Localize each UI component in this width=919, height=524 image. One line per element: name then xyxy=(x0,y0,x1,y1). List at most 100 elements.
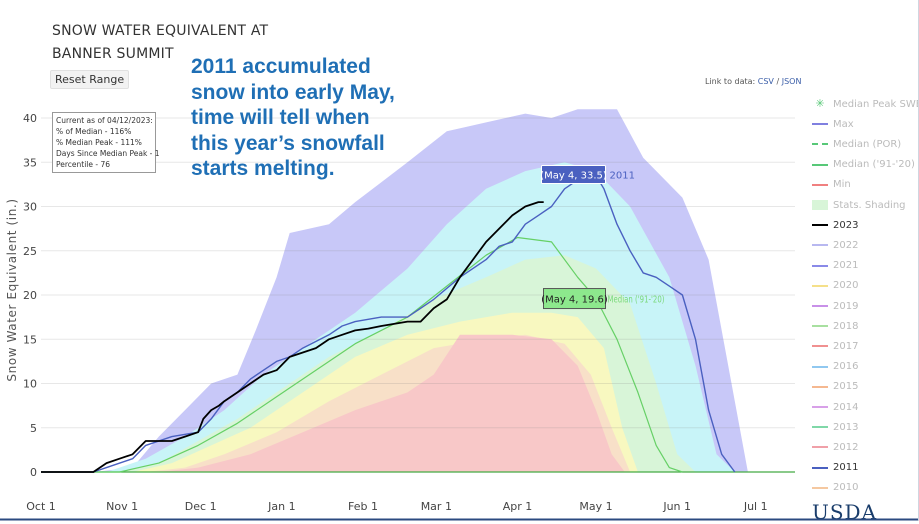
y-tick-label: 15 xyxy=(23,333,37,346)
callout-text: 2011 accumulated snow into early May, ti… xyxy=(191,54,491,182)
annotation-median-series: Median ('91-'20) xyxy=(608,295,665,306)
x-tick-label: Dec 1 xyxy=(185,500,217,513)
stats-line-3: % Median Peak - 111% xyxy=(56,138,142,147)
legend-item-2022[interactable]: 2022 xyxy=(812,237,919,253)
legend-swatch-icon xyxy=(812,180,828,190)
legend-label: 2017 xyxy=(833,340,859,352)
x-tick-label: May 1 xyxy=(579,500,612,513)
legend-label: Median (POR) xyxy=(833,138,902,150)
json-link[interactable]: JSON xyxy=(781,77,802,86)
legend-item-2012[interactable]: 2012 xyxy=(812,439,919,455)
legend-label: Median ('91-'20) xyxy=(833,159,915,171)
x-tick-label: Mar 1 xyxy=(421,500,452,513)
series-2011[interactable] xyxy=(41,174,736,473)
stats-line-1: Current as of 04/12/2023: xyxy=(56,116,153,125)
series-annotations: (May 4, 33.5) 2011 (May 4, 19.6) Median ('9… xyxy=(540,165,665,310)
stats-line-5: Percentile - 76 xyxy=(56,160,111,169)
legend-item-median-por[interactable]: Median (POR) xyxy=(812,136,919,152)
reset-range-button[interactable]: Reset Range xyxy=(50,70,130,89)
legend-label: 2016 xyxy=(833,361,859,373)
legend-swatch-icon xyxy=(812,341,828,351)
legend-label: 2011 xyxy=(833,462,859,474)
legend-item-min[interactable]: Min xyxy=(812,177,919,193)
y-tick-label: 20 xyxy=(23,289,37,302)
legend-item-2014[interactable]: 2014 xyxy=(812,399,919,415)
legend-swatch-icon xyxy=(812,463,828,473)
legend-item-2020[interactable]: 2020 xyxy=(812,278,919,294)
legend-item-2019[interactable]: 2019 xyxy=(812,298,919,314)
chart-legend: ✳ Median Peak SWE Max Median (POR) Median ('… xyxy=(812,96,919,496)
annotation-2011-series: 2011 xyxy=(610,171,635,182)
legend-item-2016[interactable]: 2016 xyxy=(812,359,919,375)
legend-swatch-icon xyxy=(812,119,828,129)
usda-logo: USDA xyxy=(812,500,878,524)
legend-item-stats-shading[interactable]: Stats. Shading xyxy=(812,197,919,213)
legend-label: 2010 xyxy=(833,482,859,494)
stats-bands xyxy=(41,109,748,473)
legend-label: 2023 xyxy=(833,219,859,231)
current-stats-box: Current as of 04/12/2023: % of Median - … xyxy=(52,112,160,173)
csv-link[interactable]: CSV xyxy=(757,77,774,86)
x-tick-label: Oct 1 xyxy=(26,500,56,513)
stats-line-4: Days Since Median Peak - 1 xyxy=(56,149,160,158)
legend-swatch-icon xyxy=(812,160,828,170)
legend-swatch-icon xyxy=(812,483,828,493)
band-10th xyxy=(41,334,625,472)
legend-item-2015[interactable]: 2015 xyxy=(812,379,919,395)
legend-item-median-peak-swe[interactable]: ✳ Median Peak SWE xyxy=(812,96,919,112)
callout-line-5: starts melting. xyxy=(191,157,335,180)
y-axis-label: Snow Water Equivalent (in.) xyxy=(5,198,19,381)
legend-item-median-91-20[interactable]: Median ('91-'20) xyxy=(812,157,919,173)
stats-line-2: % of Median - 116% xyxy=(56,127,132,136)
legend-label: 2022 xyxy=(833,239,859,251)
x-tick-label: Feb 1 xyxy=(348,500,378,513)
legend-swatch-icon xyxy=(812,321,828,331)
y-tick-label: 5 xyxy=(30,422,37,435)
legend-label: Max xyxy=(833,118,854,130)
x-tick-label: Jul 1 xyxy=(743,500,768,513)
legend-label: 2021 xyxy=(833,260,859,272)
legend-label: 2015 xyxy=(833,381,859,393)
y-tick-label: 35 xyxy=(23,156,37,169)
legend-swatch-icon xyxy=(812,240,828,250)
legend-label: 2012 xyxy=(833,441,859,453)
legend-swatch-icon xyxy=(812,220,828,230)
legend-item-2018[interactable]: 2018 xyxy=(812,318,919,334)
annotation-median-value: (May 4, 19.6) xyxy=(541,295,608,306)
legend-label: 2013 xyxy=(833,421,859,433)
legend-item-2021[interactable]: 2021 xyxy=(812,258,919,274)
legend-swatch-icon xyxy=(812,382,828,392)
legend-swatch-icon xyxy=(812,261,828,271)
series-2023[interactable] xyxy=(41,201,544,473)
legend-item-2023[interactable]: 2023 xyxy=(812,217,919,233)
annotation-2011-value: (May 4, 33.5) xyxy=(540,171,607,182)
legend-label: Median Peak SWE xyxy=(833,98,919,110)
y-tick-label: 10 xyxy=(23,378,37,391)
callout-line-3: time will tell when xyxy=(191,106,370,129)
annotation-median: (May 4, 19.6) Median ('91-'20) xyxy=(541,288,665,310)
legend-swatch-icon xyxy=(812,139,828,149)
chart-title: SNOW WATER EQUIVALENT AT BANNER SUMMIT xyxy=(52,20,268,66)
link-prefix: Link to data: xyxy=(705,77,756,86)
legend-item-2017[interactable]: 2017 xyxy=(812,338,919,354)
x-tick-label: Jun 1 xyxy=(662,500,691,513)
legend-item-2010[interactable]: 2010 xyxy=(812,480,919,496)
link-to-data: Link to data: CSV / JSON xyxy=(705,77,801,86)
x-tick-label: Nov 1 xyxy=(106,500,138,513)
y-tick-label: 30 xyxy=(23,201,37,214)
series-median-91-20-[interactable] xyxy=(41,236,683,473)
legend-item-2011[interactable]: 2011 xyxy=(812,460,919,476)
legend-swatch-icon xyxy=(812,402,828,412)
x-tick-label: Jan 1 xyxy=(267,500,295,513)
legend-swatch-icon xyxy=(812,422,828,432)
legend-item-2013[interactable]: 2013 xyxy=(812,419,919,435)
y-tick-label: 0 xyxy=(30,466,37,479)
series-lines xyxy=(41,174,736,473)
legend-item-max[interactable]: Max xyxy=(812,116,919,132)
x-axis: Oct 1 Nov 1 Dec 1 Jan 1 Feb 1 Mar 1 Apr 1 May 1… xyxy=(26,500,767,513)
y-tick-label: 25 xyxy=(23,245,37,258)
legend-label: 2019 xyxy=(833,300,859,312)
link-separator: / xyxy=(776,77,780,86)
legend-swatch-icon xyxy=(812,362,828,372)
